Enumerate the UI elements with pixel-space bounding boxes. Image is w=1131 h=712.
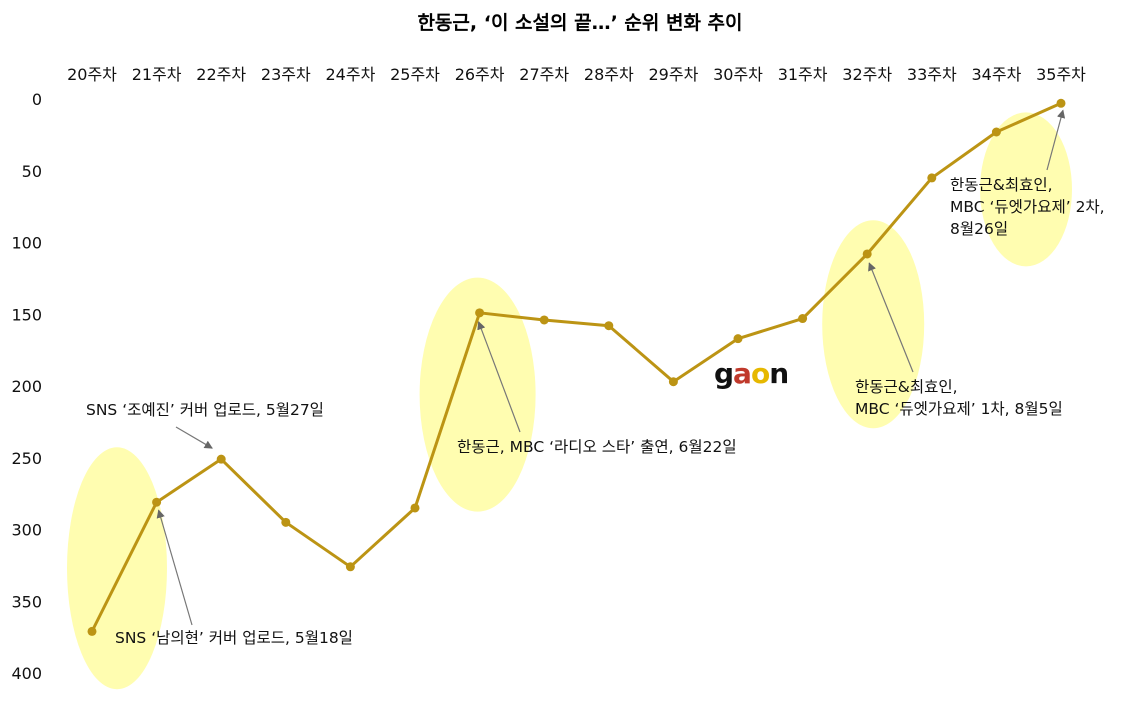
- annotation-arrow: [868, 262, 914, 373]
- annotation-label: 한동근, MBC ‘라디오 스타’ 출연, 6월22일: [457, 438, 737, 456]
- x-tick-label: 24주차: [325, 65, 375, 84]
- highlight-ellipse: [822, 220, 925, 429]
- data-point: [668, 377, 678, 387]
- x-tick-label: 20주차: [67, 65, 117, 84]
- y-tick-label: 300: [11, 521, 42, 540]
- gaon-logo-letter: o: [751, 357, 770, 390]
- x-tick-label: 35주차: [1036, 65, 1086, 84]
- highlight-ellipse: [67, 447, 167, 690]
- gaon-logo: gaon: [714, 357, 789, 390]
- data-point: [1056, 98, 1066, 108]
- x-tick-label: 29주차: [648, 65, 698, 84]
- highlight-ellipse: [980, 112, 1072, 267]
- annotation-line: 8월26일: [950, 220, 1008, 238]
- y-tick-label: 200: [11, 377, 42, 396]
- annotation-label: 한동근&최효인, MBC ‘듀엣가요제’ 2차, 8월26일: [950, 176, 1105, 238]
- x-tick-label: 34주차: [971, 65, 1021, 84]
- data-point: [87, 626, 97, 636]
- x-tick-label: 27주차: [519, 65, 569, 84]
- y-tick-label: 250: [11, 449, 42, 468]
- y-tick-label: 400: [11, 664, 42, 683]
- annotation-label: SNS ‘조예진’ 커버 업로드, 5월27일: [86, 401, 324, 419]
- y-tick-label: 350: [11, 592, 42, 611]
- annotation-arrow: [477, 321, 521, 433]
- data-point: [991, 127, 1001, 137]
- x-tick-label: 22주차: [196, 65, 246, 84]
- annotation-line: 한동근, MBC ‘라디오 스타’ 출연, 6월22일: [457, 438, 737, 456]
- annotation-label: 한동근&최효인, MBC ‘듀엣가요제’ 1차, 8월5일: [855, 378, 1063, 418]
- x-tick-label: 33주차: [907, 65, 957, 84]
- annotation-line: MBC ‘듀엣가요제’ 1차, 8월5일: [855, 400, 1063, 418]
- data-point: [798, 314, 808, 324]
- y-tick-label: 100: [11, 234, 42, 253]
- series-points: [87, 98, 1066, 636]
- y-tick-label: 50: [22, 162, 42, 181]
- data-point: [281, 517, 291, 527]
- y-axis-tick-labels: 0 50 100 150 200 250 300 350 400: [11, 90, 42, 683]
- data-point: [410, 503, 420, 513]
- gaon-logo-letter: n: [769, 357, 788, 390]
- x-tick-label: 32주차: [842, 65, 892, 84]
- annotation-label: SNS ‘남의현’ 커버 업로드, 5월18일: [115, 629, 353, 647]
- x-tick-label: 25주차: [390, 65, 440, 84]
- data-point: [345, 562, 355, 572]
- x-tick-label: 21주차: [132, 65, 182, 84]
- data-point: [604, 321, 614, 331]
- gaon-logo-letter: a: [733, 357, 751, 390]
- data-point: [539, 315, 549, 325]
- y-tick-label: 0: [32, 90, 42, 109]
- data-point: [862, 249, 872, 259]
- chart-title: 한동근, ‘이 소설의 끝…’ 순위 변화 추이: [417, 12, 742, 34]
- gaon-logo-letter: g: [714, 357, 733, 390]
- annotation-line: 한동근&최효인,: [855, 378, 958, 396]
- data-point: [152, 497, 162, 507]
- data-point: [216, 454, 226, 464]
- gaon-logo-text: gaon: [714, 357, 788, 390]
- x-tick-label: 28주차: [584, 65, 634, 84]
- x-tick-label: 30주차: [713, 65, 763, 84]
- series-line: [90, 101, 1062, 633]
- x-tick-label: 23주차: [261, 65, 311, 84]
- y-tick-label: 150: [11, 305, 42, 324]
- x-tick-label: 26주차: [455, 65, 505, 84]
- annotation-arrow: [175, 426, 213, 449]
- annotation-arrow: [1046, 109, 1066, 171]
- annotation-arrow: [156, 509, 193, 626]
- annotation-line: SNS ‘조예진’ 커버 업로드, 5월27일: [86, 401, 324, 419]
- highlight-ellipse: [419, 277, 536, 512]
- annotation-line: 한동근&최효인,: [950, 176, 1053, 194]
- data-point: [927, 173, 937, 183]
- annotation-arrows: [156, 109, 1066, 626]
- data-point: [475, 308, 485, 318]
- annotation-line: SNS ‘남의현’ 커버 업로드, 5월18일: [115, 629, 353, 647]
- x-tick-label: 31주차: [778, 65, 828, 84]
- annotation-labels: SNS ‘남의현’ 커버 업로드, 5월18일 SNS ‘조예진’ 커버 업로드,…: [86, 176, 1105, 647]
- annotation-line: MBC ‘듀엣가요제’ 2차,: [950, 198, 1105, 216]
- series-line-layer: [90, 101, 1062, 633]
- x-axis-tick-labels: 20주차 21주차 22주차 23주차 24주차 25주차 26주차 27주차 28주차 29주차…: [67, 65, 1086, 84]
- data-point: [733, 334, 743, 344]
